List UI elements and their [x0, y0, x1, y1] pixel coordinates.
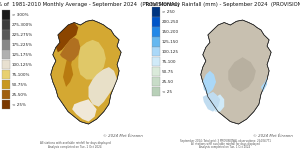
Text: 225-275%: 225-275%	[12, 33, 33, 37]
Text: 275-300%: 275-300%	[12, 23, 33, 27]
Bar	[152, 37, 160, 47]
Bar	[2, 70, 10, 79]
Text: Rainfall % of  1981-2010 Monthly Average - September 2024  (PROVISIONAL): Rainfall % of 1981-2010 Monthly Average …	[0, 2, 180, 6]
PathPatch shape	[228, 57, 256, 92]
PathPatch shape	[63, 42, 73, 87]
Text: 100-125%: 100-125%	[12, 63, 32, 67]
PathPatch shape	[213, 94, 224, 112]
Bar	[152, 47, 160, 56]
Text: Total Monthly Rainfall (mm) - September 2024  (PROVISIONAL): Total Monthly Rainfall (mm) - September …	[146, 2, 300, 6]
Bar	[2, 10, 10, 20]
Bar	[152, 67, 160, 76]
Text: 25-50%: 25-50%	[12, 93, 27, 97]
PathPatch shape	[51, 20, 121, 124]
Bar	[152, 7, 160, 17]
Bar	[152, 17, 160, 27]
PathPatch shape	[261, 77, 267, 92]
Text: 150-200: 150-200	[162, 30, 179, 34]
PathPatch shape	[56, 22, 78, 52]
Bar	[2, 50, 10, 59]
Text: > 300%: > 300%	[12, 13, 28, 17]
Text: 125-150: 125-150	[162, 40, 178, 44]
PathPatch shape	[72, 99, 97, 122]
Text: © 2024 Met Éireann: © 2024 Met Éireann	[103, 134, 142, 138]
Bar	[152, 77, 160, 86]
Text: 50-75: 50-75	[162, 70, 174, 74]
PathPatch shape	[78, 40, 106, 79]
PathPatch shape	[88, 67, 117, 107]
Text: Analysis completed on Tue, 1 Oct 2024: Analysis completed on Tue, 1 Oct 2024	[200, 146, 250, 149]
Text: All stations with available rainfall for days displayed: All stations with available rainfall for…	[190, 143, 260, 146]
Text: 25-50: 25-50	[162, 80, 174, 84]
PathPatch shape	[60, 37, 80, 62]
Bar	[152, 27, 160, 37]
Bar	[2, 100, 10, 109]
Text: < 25%: < 25%	[12, 103, 26, 107]
Text: 50-75%: 50-75%	[12, 83, 27, 87]
Bar	[152, 87, 160, 96]
Bar	[2, 60, 10, 69]
PathPatch shape	[203, 92, 220, 112]
Bar	[2, 80, 10, 89]
Text: 75-100: 75-100	[162, 60, 176, 64]
Text: > 250: > 250	[162, 10, 174, 14]
Text: September 2024: Total grid: 3 PROVISIONAL observations: 264/36771: September 2024: Total grid: 3 PROVISIONA…	[180, 139, 270, 143]
PathPatch shape	[203, 71, 216, 94]
Bar	[2, 40, 10, 50]
Bar	[152, 57, 160, 66]
PathPatch shape	[201, 20, 271, 124]
Bar	[2, 90, 10, 99]
Text: Analysis completed on Tue, 1 Oct 2024: Analysis completed on Tue, 1 Oct 2024	[48, 146, 102, 149]
Text: 75-100%: 75-100%	[12, 73, 30, 77]
Text: All stations with available rainfall for days displayed: All stations with available rainfall for…	[40, 141, 110, 145]
Bar	[2, 20, 10, 30]
Bar	[2, 30, 10, 40]
Text: < 25: < 25	[162, 90, 172, 94]
Text: © 2024 Met Éireann: © 2024 Met Éireann	[253, 134, 292, 138]
Text: 175-225%: 175-225%	[12, 43, 32, 47]
Text: 200-250: 200-250	[162, 20, 179, 24]
Text: 125-175%: 125-175%	[12, 53, 32, 57]
Text: 100-125: 100-125	[162, 50, 178, 54]
